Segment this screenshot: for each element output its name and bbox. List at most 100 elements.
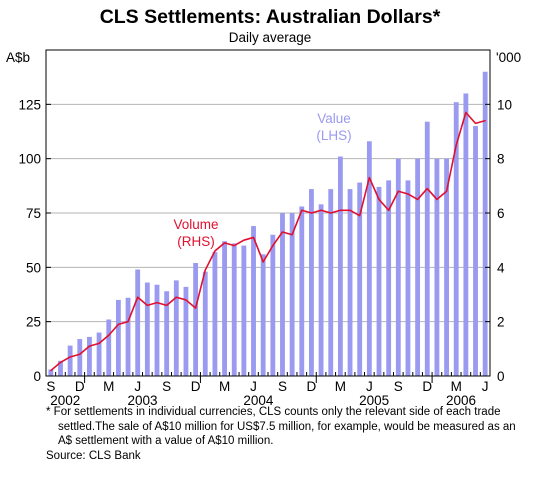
volume-point [137,296,139,298]
value-bar [58,360,63,376]
value-bar [164,291,170,376]
value-bar [337,156,343,376]
left-y-tick-label: 100 [18,152,41,167]
right-y-tick-label: 6 [497,206,505,221]
value-bar [251,226,256,376]
volume-point [146,304,148,306]
x-month-label: S [394,379,403,394]
value-series-label: Value [317,111,351,126]
grid-lines [46,103,490,323]
value-bar [434,158,440,376]
x-month-label: M [335,379,346,394]
value-bar [77,339,83,376]
x-month-label: M [103,379,114,394]
volume-point [243,239,245,241]
volume-point [195,307,197,309]
volume-point [262,261,264,263]
value-bar [395,158,401,376]
value-bar [386,180,392,376]
left-y-tick-labels: 0 25 50 75 100 125 [18,97,41,384]
volume-point [156,302,158,304]
value-bar [222,241,227,376]
volume-point [291,234,293,236]
volume-point [417,198,419,201]
chart-notes: * For settlements in individual currenci… [46,405,526,463]
volume-point [175,296,177,298]
x-month-label: D [307,379,317,394]
volume-point [117,323,119,325]
volume-point [339,209,341,211]
value-bar [193,262,199,376]
volume-point [252,236,255,239]
left-y-tick-label: 50 [26,260,41,275]
value-bar [328,189,334,376]
value-bar [463,93,469,376]
x-month-label: S [278,379,287,394]
x-year-label: 2002 [50,393,80,405]
volume-point [388,209,390,211]
volume-point [223,242,226,244]
volume-point [69,356,71,358]
volume-point [368,177,370,179]
left-y-tick-label: 25 [26,315,41,330]
value-bar [144,282,150,376]
value-bar [106,319,112,376]
volume-point [426,187,428,190]
x-month-label: S [46,379,55,394]
right-y-tick-label: 8 [497,152,505,167]
value-bar [260,254,266,376]
volume-point [98,342,100,344]
volume-point [233,245,235,247]
value-bar [482,71,488,376]
right-y-tick-label: 2 [497,315,505,330]
chart: CLS Settlements: Australian Dollars* Dai… [6,6,521,405]
volume-point [272,245,274,247]
volume-series-label: Volume [173,217,218,232]
x-month-label: J [250,379,257,394]
chart-title: CLS Settlements: Australian Dollars* [100,6,441,28]
volume-point [484,120,486,122]
value-bar [115,299,121,376]
value-bar [299,206,305,376]
volume-point [407,193,409,195]
volume-point [320,209,322,211]
right-y-tick-labels: 0 2 4 6 8 10 [497,97,512,384]
value-bar [67,345,73,376]
value-bar [212,252,218,376]
volume-point [465,111,467,114]
value-bar [289,213,295,376]
value-bar [376,186,382,376]
volume-series-line [50,111,486,372]
value-bar [347,189,353,376]
volume-point [378,198,380,201]
value-bar [453,102,459,376]
value-bar [473,126,478,376]
x-year-label: 2004 [243,393,274,405]
value-bar [318,204,324,376]
value-series-axis-note: (LHS) [316,128,351,143]
value-bar [96,332,102,376]
volume-point [301,209,303,211]
volume-point [436,198,438,201]
x-month-label: M [219,379,230,394]
footnote: * For settlements in individual currenci… [46,406,516,448]
source-note: Source: CLS Bank [46,449,141,462]
x-month-label: S [162,379,171,394]
volume-point [359,215,361,217]
volume-point [445,190,448,192]
value-bar [424,121,430,376]
chart-subtitle: Daily average [229,30,312,45]
value-bar [366,141,372,376]
left-y-tick-label: 125 [18,97,41,112]
right-axis-unit: '000 [496,50,521,65]
volume-point [281,231,284,233]
volume-point [214,250,216,252]
value-bar [405,180,411,376]
value-bar [183,286,189,376]
value-bar [280,213,285,376]
x-month-label: D [191,379,201,394]
x-year-label: 2005 [359,393,389,405]
volume-point [330,212,332,214]
x-month-label: D [75,379,85,394]
